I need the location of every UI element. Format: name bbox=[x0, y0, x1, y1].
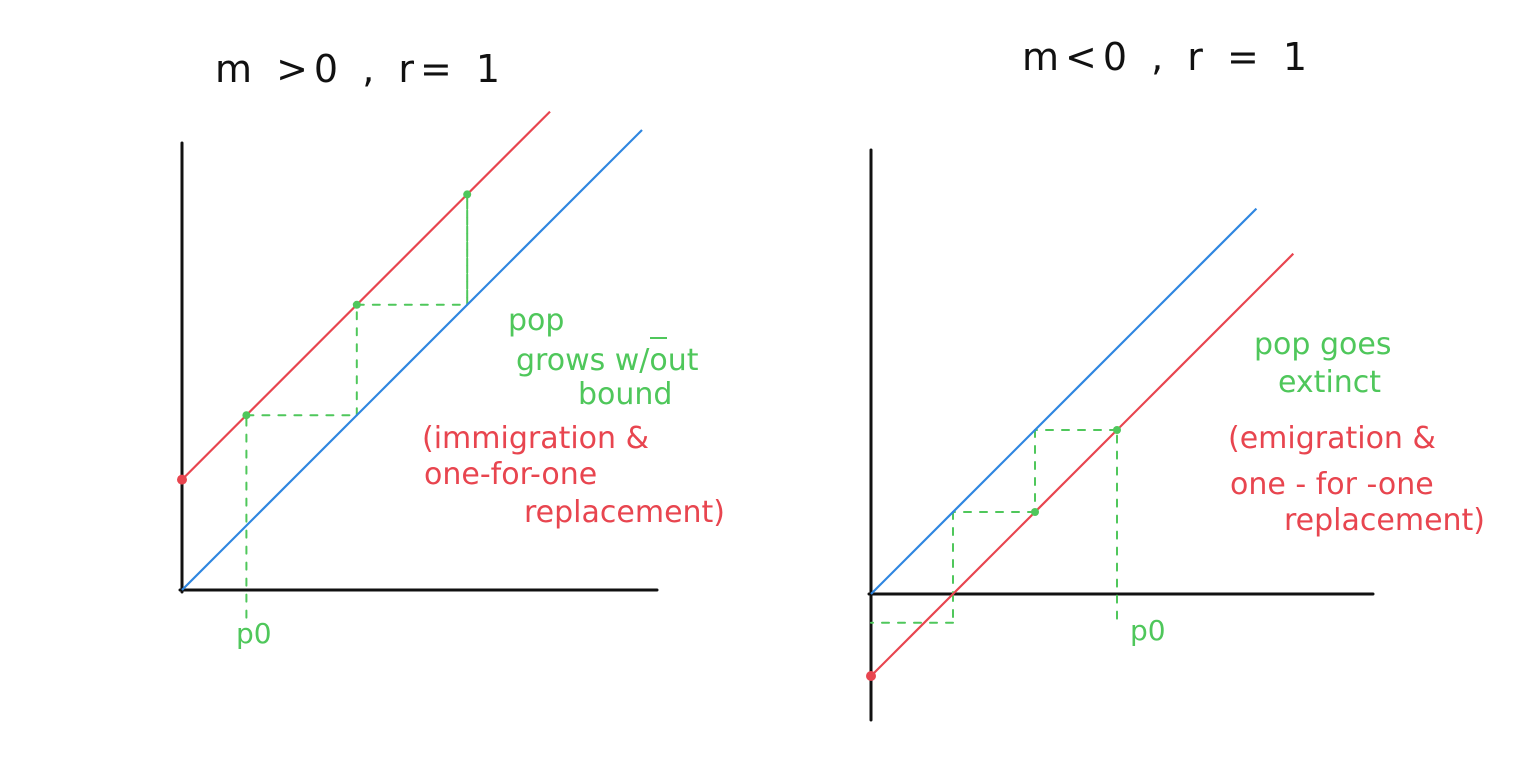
left-cobweb-points bbox=[242, 190, 472, 420]
left-intercept-point bbox=[177, 474, 187, 485]
right-cobweb-point bbox=[1113, 426, 1121, 434]
left-outcome-line-3: bound bbox=[578, 377, 672, 412]
right-intercept-point bbox=[866, 671, 876, 681]
right-explanation-line-2: one - for -one bbox=[1230, 467, 1434, 502]
right-map-line bbox=[870, 252, 1295, 677]
left-outcome-line-2: grows w/out bbox=[516, 343, 699, 378]
left-explanation-line-3: replacement) bbox=[524, 495, 725, 530]
left-cobweb-point bbox=[352, 300, 361, 309]
right-outcome-line-2: extinct bbox=[1278, 365, 1381, 400]
right-cobweb-path bbox=[870, 429, 1118, 624]
left-p0-label: p0 bbox=[236, 617, 272, 650]
left-cobweb-path bbox=[245, 193, 469, 619]
right-explanation-line-3: replacement) bbox=[1284, 503, 1485, 538]
left-panel-title: m >0 , r= 1 bbox=[215, 47, 506, 91]
left-map-line bbox=[181, 110, 551, 481]
left-explanation-line-1: (immigration & bbox=[422, 421, 649, 456]
right-explanation-line-1: (emigration & bbox=[1228, 421, 1436, 456]
left-explanation-line-2: one-for-one bbox=[424, 457, 597, 492]
right-panel: m<0 , r = 1 p0 pop goes extinct (emigrat… bbox=[866, 35, 1485, 722]
right-identity-line bbox=[870, 207, 1258, 595]
left-outcome-line-1: pop bbox=[508, 303, 564, 338]
right-outcome-line-1: pop goes bbox=[1254, 327, 1391, 362]
left-identity-line bbox=[181, 129, 643, 591]
left-panel: m >0 , r= 1 p0 pop grows w/out bound (im… bbox=[177, 47, 725, 650]
left-cobweb-point bbox=[242, 411, 251, 420]
right-cobweb-point bbox=[1031, 508, 1039, 516]
right-cobweb-points bbox=[1031, 426, 1121, 516]
right-panel-title: m<0 , r = 1 bbox=[1022, 35, 1313, 79]
left-cobweb-point bbox=[463, 190, 472, 199]
right-p0-label: p0 bbox=[1130, 614, 1166, 647]
